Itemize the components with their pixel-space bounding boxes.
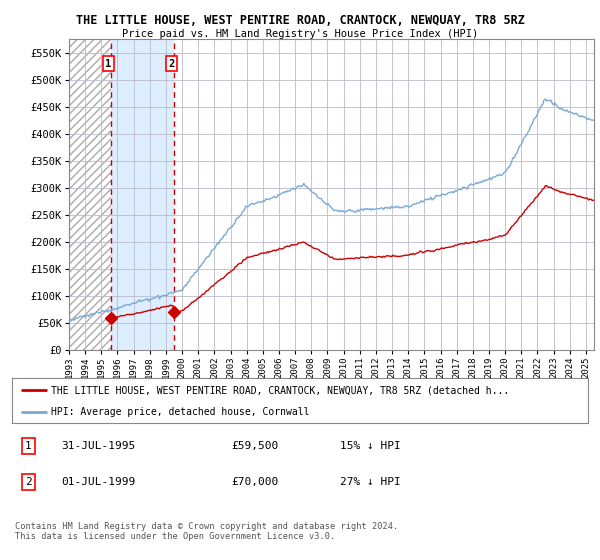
Bar xyxy=(174,39,594,350)
Text: Price paid vs. HM Land Registry's House Price Index (HPI): Price paid vs. HM Land Registry's House … xyxy=(122,29,478,39)
Text: £70,000: £70,000 xyxy=(231,477,278,487)
Text: 1: 1 xyxy=(105,59,112,68)
Text: HPI: Average price, detached house, Cornwall: HPI: Average price, detached house, Corn… xyxy=(51,407,310,417)
Text: 31-JUL-1995: 31-JUL-1995 xyxy=(61,441,135,451)
Text: 15% ↓ HPI: 15% ↓ HPI xyxy=(340,441,401,451)
Bar xyxy=(110,39,174,350)
Text: 1: 1 xyxy=(25,441,31,451)
Text: 2: 2 xyxy=(169,59,175,68)
Text: Contains HM Land Registry data © Crown copyright and database right 2024.
This d: Contains HM Land Registry data © Crown c… xyxy=(15,522,398,542)
Bar xyxy=(69,39,110,350)
Text: 01-JUL-1999: 01-JUL-1999 xyxy=(61,477,135,487)
Text: THE LITTLE HOUSE, WEST PENTIRE ROAD, CRANTOCK, NEWQUAY, TR8 5RZ (detached h...: THE LITTLE HOUSE, WEST PENTIRE ROAD, CRA… xyxy=(51,385,509,395)
Text: 2: 2 xyxy=(25,477,31,487)
Text: £59,500: £59,500 xyxy=(231,441,278,451)
Text: THE LITTLE HOUSE, WEST PENTIRE ROAD, CRANTOCK, NEWQUAY, TR8 5RZ: THE LITTLE HOUSE, WEST PENTIRE ROAD, CRA… xyxy=(76,14,524,27)
Text: 27% ↓ HPI: 27% ↓ HPI xyxy=(340,477,401,487)
